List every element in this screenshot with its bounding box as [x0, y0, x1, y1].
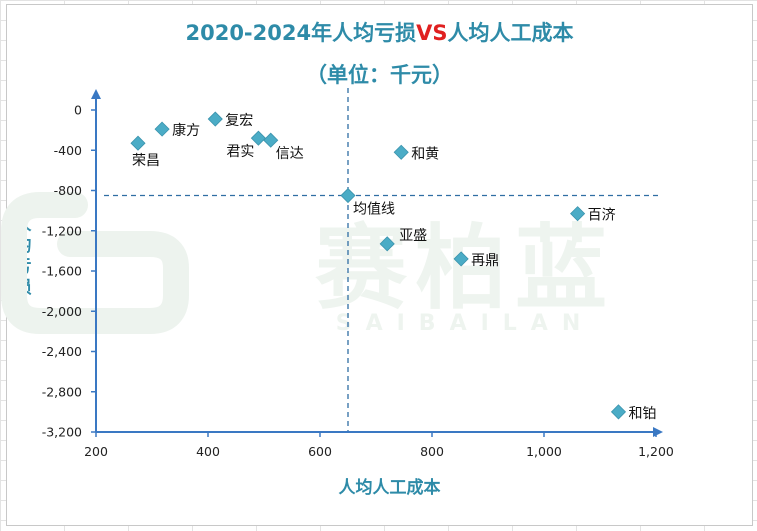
x-tick-label: 1,200 [638, 444, 674, 459]
x-tick-label: 800 [420, 444, 444, 459]
x-tick-label: 200 [84, 444, 108, 459]
y-tick-label: -2,400 [42, 344, 82, 359]
y-tick-label: -3,200 [42, 425, 82, 440]
y-tick-label: -1,600 [42, 264, 82, 279]
y-tick-label: 0 [74, 103, 82, 118]
data-point-label: 和黄 [411, 145, 439, 162]
y-tick-label: -2,800 [42, 384, 82, 399]
title-part-1: 2020-2024年人均亏损 [185, 21, 417, 45]
data-point-label: 信达 [276, 146, 304, 162]
data-point-label: 君实 [226, 144, 254, 160]
x-tick-label: 600 [308, 444, 332, 459]
data-point-marker [340, 187, 356, 204]
x-axis-title: 人均人工成本 [338, 478, 441, 498]
x-tick-label: 1,000 [526, 444, 562, 459]
data-point-marker [154, 121, 170, 137]
data-point-marker [453, 251, 469, 267]
title-part-3: 人均人工成本 [447, 21, 574, 45]
data-point-label: 复宏 [225, 112, 253, 129]
y-axis-arrow-icon [91, 89, 101, 99]
data-point-label: 均值线 [353, 202, 395, 218]
data-point-marker [570, 206, 586, 222]
y-tick-label: -1,200 [42, 223, 82, 238]
reference-lines [104, 88, 660, 432]
data-point-marker [610, 404, 627, 420]
data-point-label: 亚盛 [399, 228, 427, 244]
data-point-marker [393, 144, 409, 160]
data-point-marker [130, 135, 146, 151]
data-point-marker [379, 236, 395, 252]
chart-subtitle: （单位：千元） [306, 63, 453, 87]
data-point-label: 百济 [588, 208, 616, 224]
data-point-label: 康方 [172, 122, 200, 139]
chart-title: 2020-2024年人均亏损VS人均人工成本 [7, 17, 752, 47]
data-point-marker [207, 111, 223, 127]
tick-labels: 200 400 600 800 1,000 1,200 0 -400 -800 -1,200 -1,… [42, 103, 674, 460]
x-tick-label: 400 [196, 444, 220, 459]
watermark-subtext: SAIBAILAN [336, 311, 595, 336]
y-tick-label: -400 [54, 143, 82, 158]
data-point-label: 再鼎 [471, 253, 499, 269]
y-tick-label: -2,000 [42, 304, 82, 319]
chart-area[interactable]: 2020-2024年人均亏损VS人均人工成本 （单位：千元） 人均人工成本 人均… [6, 4, 753, 526]
y-tick-label: -800 [54, 183, 82, 198]
watermark-text: 赛柏蓝 [315, 215, 615, 322]
title-vs: VS [416, 21, 448, 45]
x-axis-arrow-icon [653, 427, 663, 437]
data-point-label: 荣昌 [132, 153, 160, 169]
data-point-marker [263, 132, 279, 148]
data-point-label: 和铂 [628, 406, 656, 422]
data-point-marker [250, 130, 266, 146]
